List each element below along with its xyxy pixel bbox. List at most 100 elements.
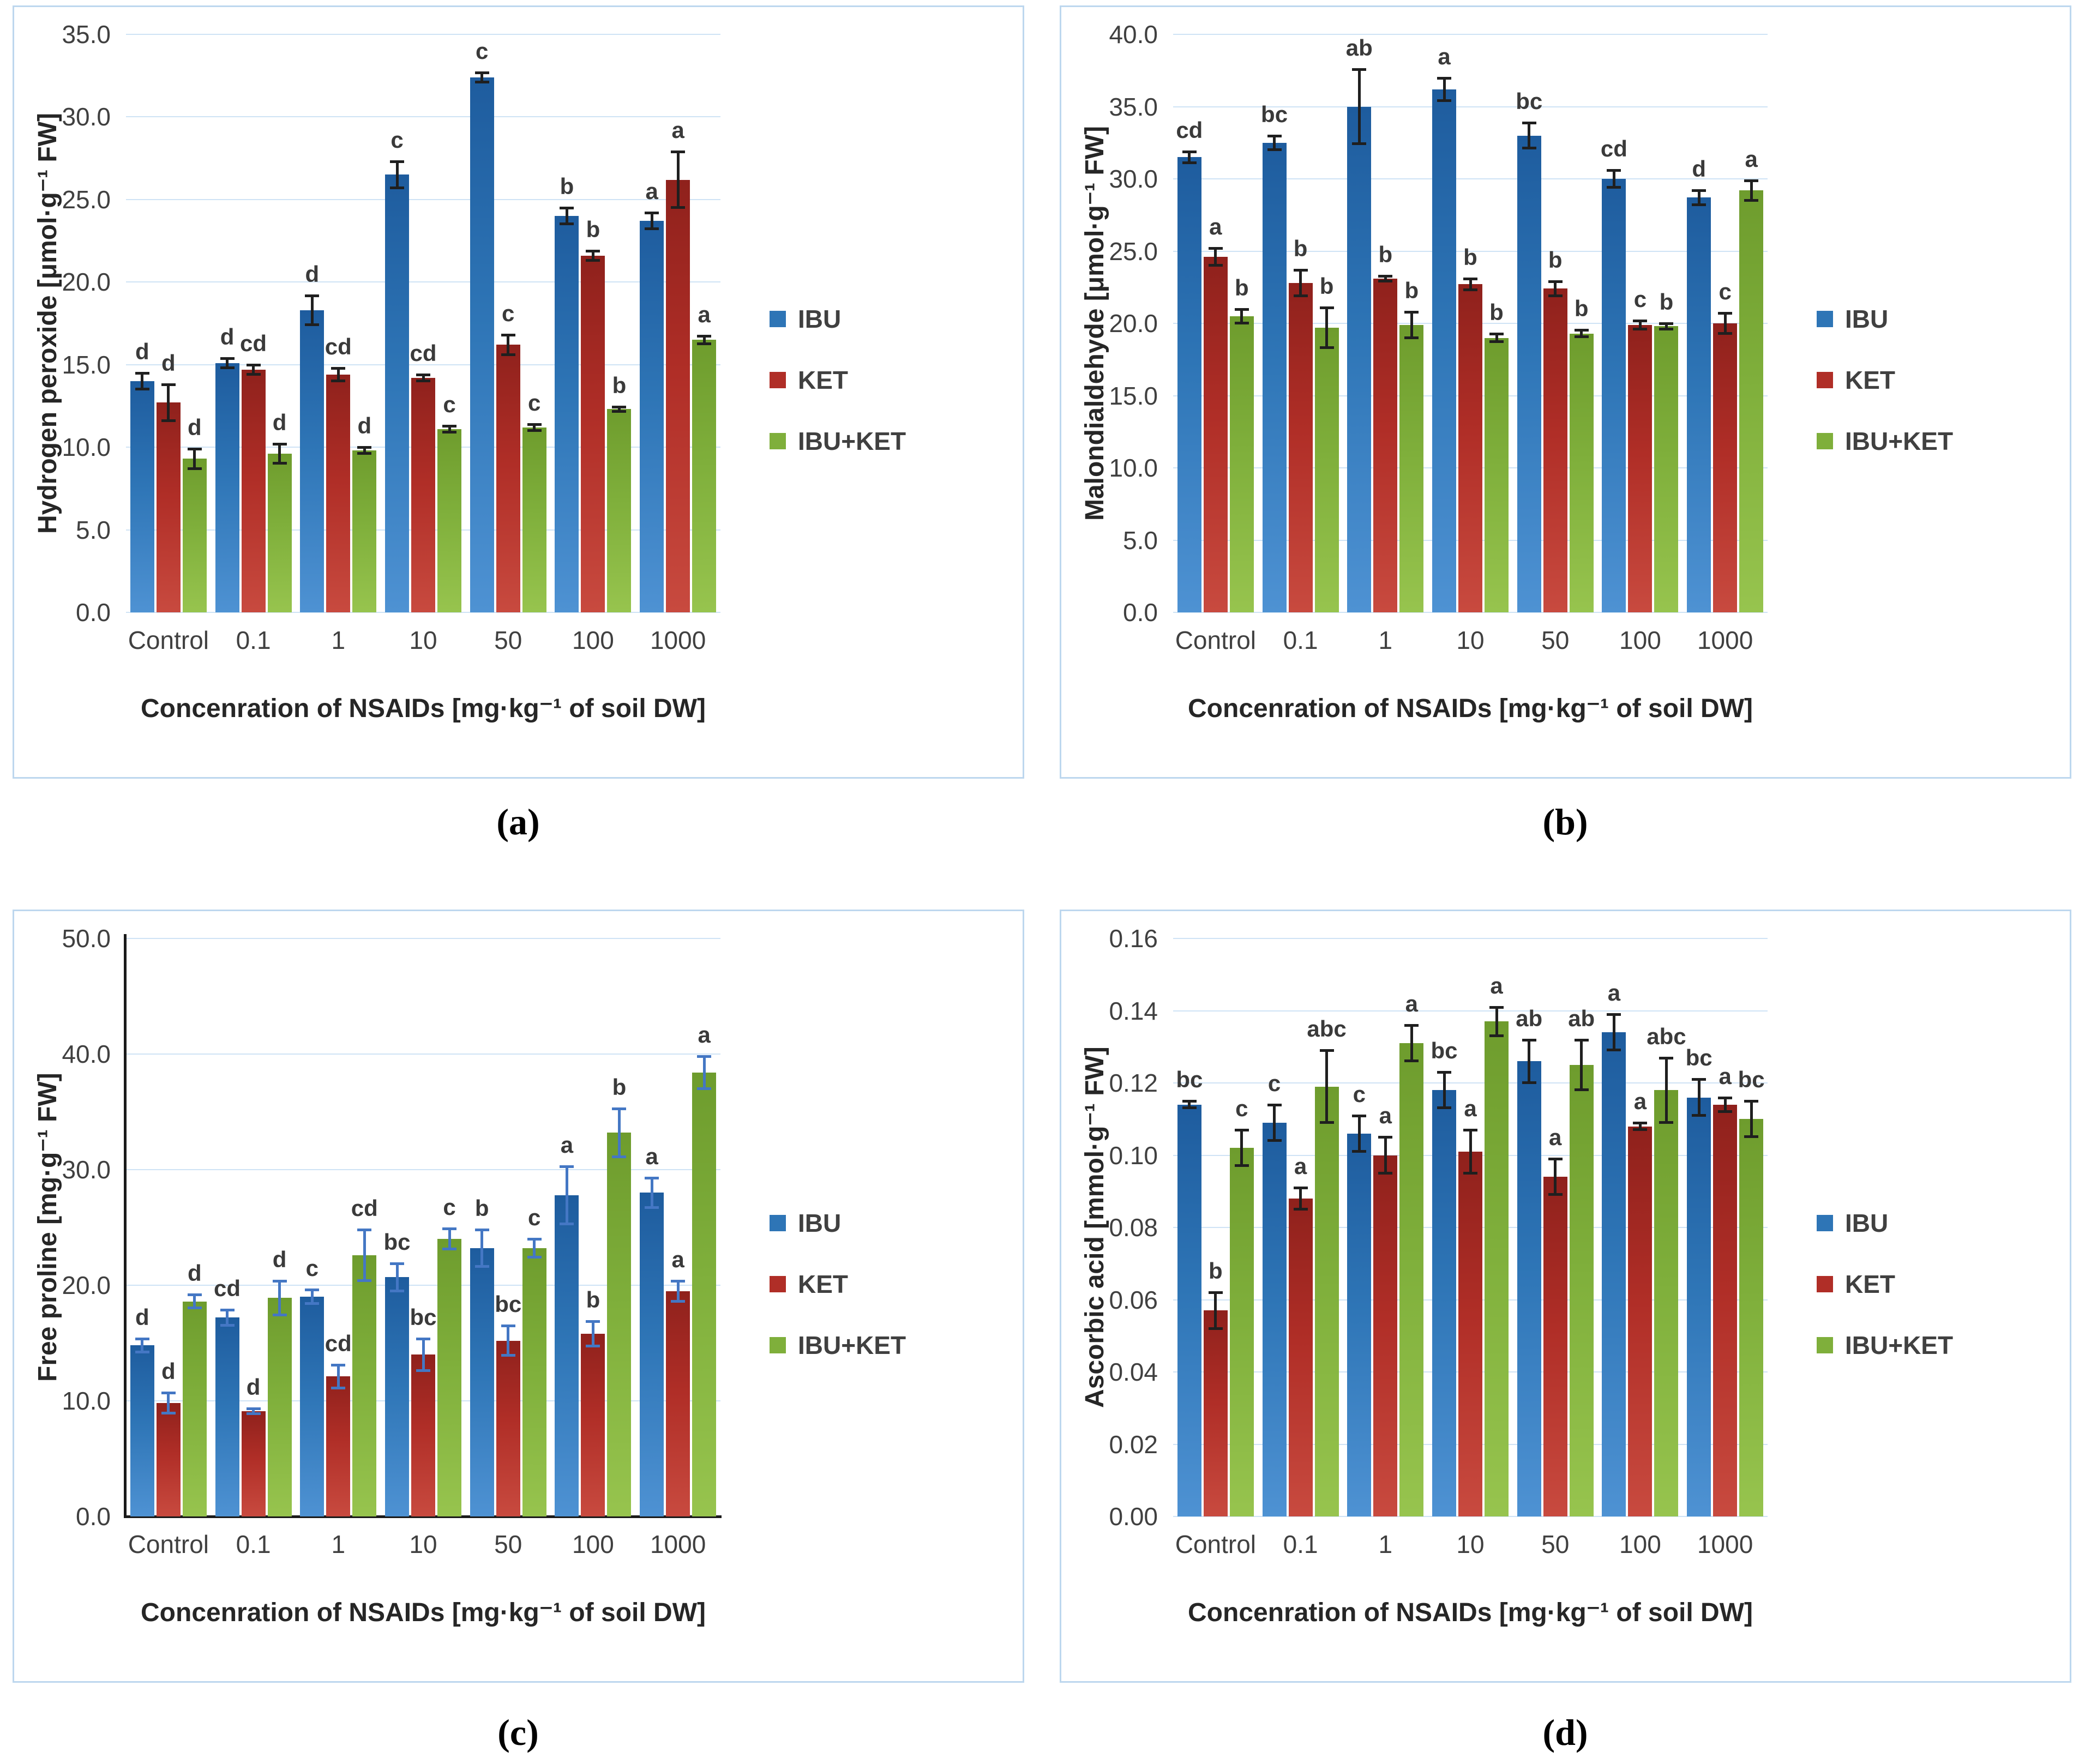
error-bar: [363, 1230, 366, 1281]
error-bar: [1214, 248, 1217, 266]
legend-item: IBU+KET: [770, 426, 906, 456]
bar-ibu: [1687, 1097, 1711, 1516]
bar-ket: [1628, 1126, 1653, 1516]
category-label: 0.1: [1283, 626, 1318, 654]
error-bar-cap-top: [586, 1320, 600, 1323]
sig-letter: b: [586, 216, 600, 242]
sig-letter: a: [1405, 991, 1418, 1016]
error-bar: [1240, 309, 1243, 323]
error-bar-cap-bottom: [135, 1350, 149, 1353]
legend-swatch-ket: [1817, 372, 1833, 388]
bar-ibu: [385, 1277, 409, 1516]
error-bar-cap-bottom: [671, 1299, 686, 1303]
sig-letter: c: [443, 1194, 456, 1220]
legend: IBU KET IBU+KET: [1817, 1208, 1953, 1360]
sig-letter: bc: [1516, 88, 1543, 114]
error-bar: [395, 1263, 399, 1291]
error-bar: [226, 358, 229, 368]
sig-letter: a: [1294, 1153, 1307, 1179]
error-bar-cap-top: [501, 1324, 515, 1328]
bar-ibu: [555, 1195, 579, 1516]
legend: IBU KET IBU+KET: [770, 304, 906, 456]
error-bar-cap-bottom: [697, 342, 712, 345]
bar-ket: [496, 345, 520, 612]
error-bar-cap-top: [1548, 280, 1563, 284]
y-tick-label: 40.0: [1109, 20, 1158, 49]
sig-letter: d: [135, 1304, 149, 1330]
error-bar-cap-bottom: [1234, 322, 1249, 324]
category-label: 10: [409, 626, 437, 654]
bar-ket: [1288, 1199, 1313, 1516]
y-tick-label: 20.0: [62, 1271, 111, 1299]
legend: IBU KET IBU+KET: [1817, 304, 1953, 456]
error-bar: [1443, 1072, 1446, 1109]
error-bar-cap-bottom: [1659, 327, 1674, 330]
error-bar: [278, 1280, 281, 1316]
x-axis-title: Concenration of NSAIDs [mg·kg⁻¹ of soil …: [141, 694, 706, 723]
y-tick-label: 50.0: [62, 924, 111, 953]
error-bar-cap-bottom: [220, 366, 235, 369]
legend-label: IBU+KET: [1845, 427, 1954, 455]
error-bar-cap-bottom: [474, 1265, 489, 1268]
bar-ibu-ket: [1569, 1064, 1594, 1516]
bar-ibu: [130, 381, 154, 612]
error-bar: [1580, 329, 1583, 338]
bar-ibu: [1602, 179, 1626, 612]
sig-letter: cd: [351, 1195, 378, 1221]
error-bar: [1188, 1101, 1191, 1109]
error-bar-cap-bottom: [246, 372, 261, 376]
category-label: 10: [1456, 626, 1485, 654]
error-bar-cap-top: [1489, 332, 1504, 335]
error-bar-cap-bottom: [390, 186, 404, 189]
sig-letter: cd: [325, 1330, 352, 1357]
error-bar-cap-bottom: [612, 1155, 627, 1158]
error-bar-cap-bottom: [1267, 1139, 1282, 1142]
category-label: 0.1: [236, 1530, 271, 1558]
bar-ibu-ket: [1739, 1119, 1764, 1516]
grid-line: [1173, 178, 1768, 179]
category-label: 1: [1378, 1530, 1393, 1558]
legend-swatch-ibu-ket: [1817, 1337, 1833, 1353]
panel-c-free-proline-chart: Free proline [mg·g⁻¹ FW] 0.0 10.0 20.0 30.0 4…: [13, 910, 1024, 1683]
grid-line: [1173, 250, 1768, 252]
bar-ibu: [640, 221, 664, 612]
legend-swatch-ibu: [770, 311, 786, 327]
error-bar: [167, 1393, 170, 1414]
category-label: 0.1: [1283, 1530, 1318, 1558]
error-bar: [1750, 1101, 1753, 1137]
error-bar-cap-bottom: [671, 206, 686, 209]
error-bar-cap-top: [305, 1289, 320, 1292]
error-bar-cap-bottom: [1489, 1034, 1504, 1037]
bar-ket: [1628, 324, 1653, 612]
error-bar-cap-top: [612, 1107, 627, 1110]
error-bar: [1495, 1007, 1498, 1036]
error-bar: [422, 1338, 425, 1371]
bar-ibu-ket: [522, 427, 546, 612]
error-bar: [1612, 170, 1615, 188]
sig-letter: bc: [1431, 1038, 1458, 1064]
category-label: 1: [331, 626, 346, 654]
grid-line: [126, 612, 720, 613]
sig-letter: a: [645, 1143, 658, 1169]
error-bar-cap-bottom: [1718, 332, 1733, 335]
error-bar-cap-bottom: [442, 430, 456, 434]
error-bar-cap-bottom: [305, 323, 320, 327]
sig-letter: b: [1548, 247, 1563, 273]
y-tick-label: 0.04: [1109, 1358, 1158, 1386]
sig-letter: b: [586, 1286, 600, 1313]
y-tick-label: 0.14: [1109, 996, 1158, 1025]
legend-label: IBU+KET: [1845, 1331, 1954, 1359]
bar-ibu-ket: [1485, 1021, 1509, 1516]
error-bar-cap-top: [1744, 179, 1759, 182]
error-bar: [1299, 269, 1302, 296]
error-bar: [363, 447, 366, 454]
bar-ibu-ket: [1654, 1090, 1679, 1516]
error-bar-cap-bottom: [187, 1307, 202, 1310]
sig-letter: b: [1659, 289, 1674, 315]
error-bar-cap-bottom: [1267, 148, 1282, 151]
y-tick-label: 40.0: [62, 1040, 111, 1068]
error-bar: [565, 208, 568, 225]
error-bar: [591, 250, 594, 261]
sig-letter: b: [560, 173, 574, 199]
sig-letter: bc: [1176, 1067, 1203, 1093]
